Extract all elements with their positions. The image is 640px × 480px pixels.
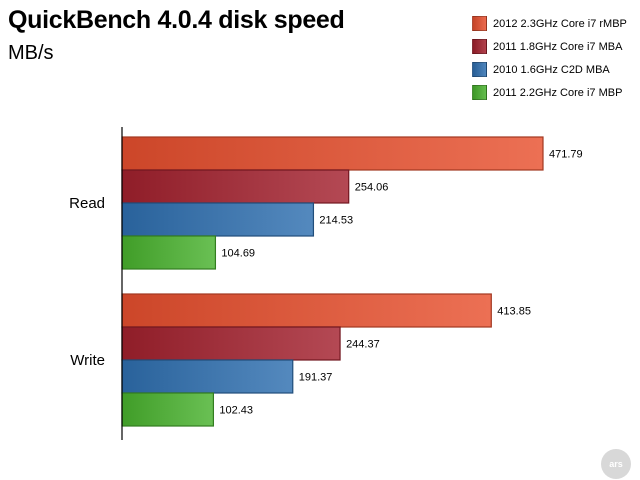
category-label: Read [69,195,105,212]
data-label: 471.79 [549,149,583,161]
data-label: 104.69 [221,248,255,260]
legend-swatch [472,85,487,100]
bar [121,326,341,361]
bar [121,392,215,427]
legend-swatch [472,39,487,54]
legend-label: 2011 2.2GHz Core i7 MBP [493,86,623,99]
chart-subtitle: MB/s [8,42,54,64]
legend-item: 2011 1.8GHz Core i7 MBA [472,35,636,58]
chart-title: QuickBench 4.0.4 disk speed [8,6,345,34]
legend-swatch [472,16,487,31]
data-label: 214.53 [319,215,353,227]
bar [121,169,350,204]
ars-logo: ars [601,449,631,479]
data-label: 102.43 [219,405,253,417]
legend: 2012 2.3GHz Core i7 rMBP 2011 1.8GHz Cor… [472,12,636,104]
data-label: 413.85 [497,306,531,318]
legend-item: 2011 2.2GHz Core i7 MBP [472,81,636,104]
data-label: 191.37 [299,372,333,384]
legend-label: 2011 1.8GHz Core i7 MBA [493,40,623,53]
bar [121,235,217,270]
bar [121,359,294,394]
legend-swatch [472,62,487,77]
bar [121,293,492,328]
data-label: 244.37 [346,339,380,351]
category-label: Write [70,352,105,369]
legend-label: 2010 1.6GHz C2D MBA [493,63,610,76]
legend-item: 2012 2.3GHz Core i7 rMBP [472,12,636,35]
legend-label: 2012 2.3GHz Core i7 rMBP [493,17,627,30]
bar [121,202,315,237]
bar [121,136,544,171]
data-label: 254.06 [355,182,389,194]
legend-item: 2010 1.6GHz C2D MBA [472,58,636,81]
